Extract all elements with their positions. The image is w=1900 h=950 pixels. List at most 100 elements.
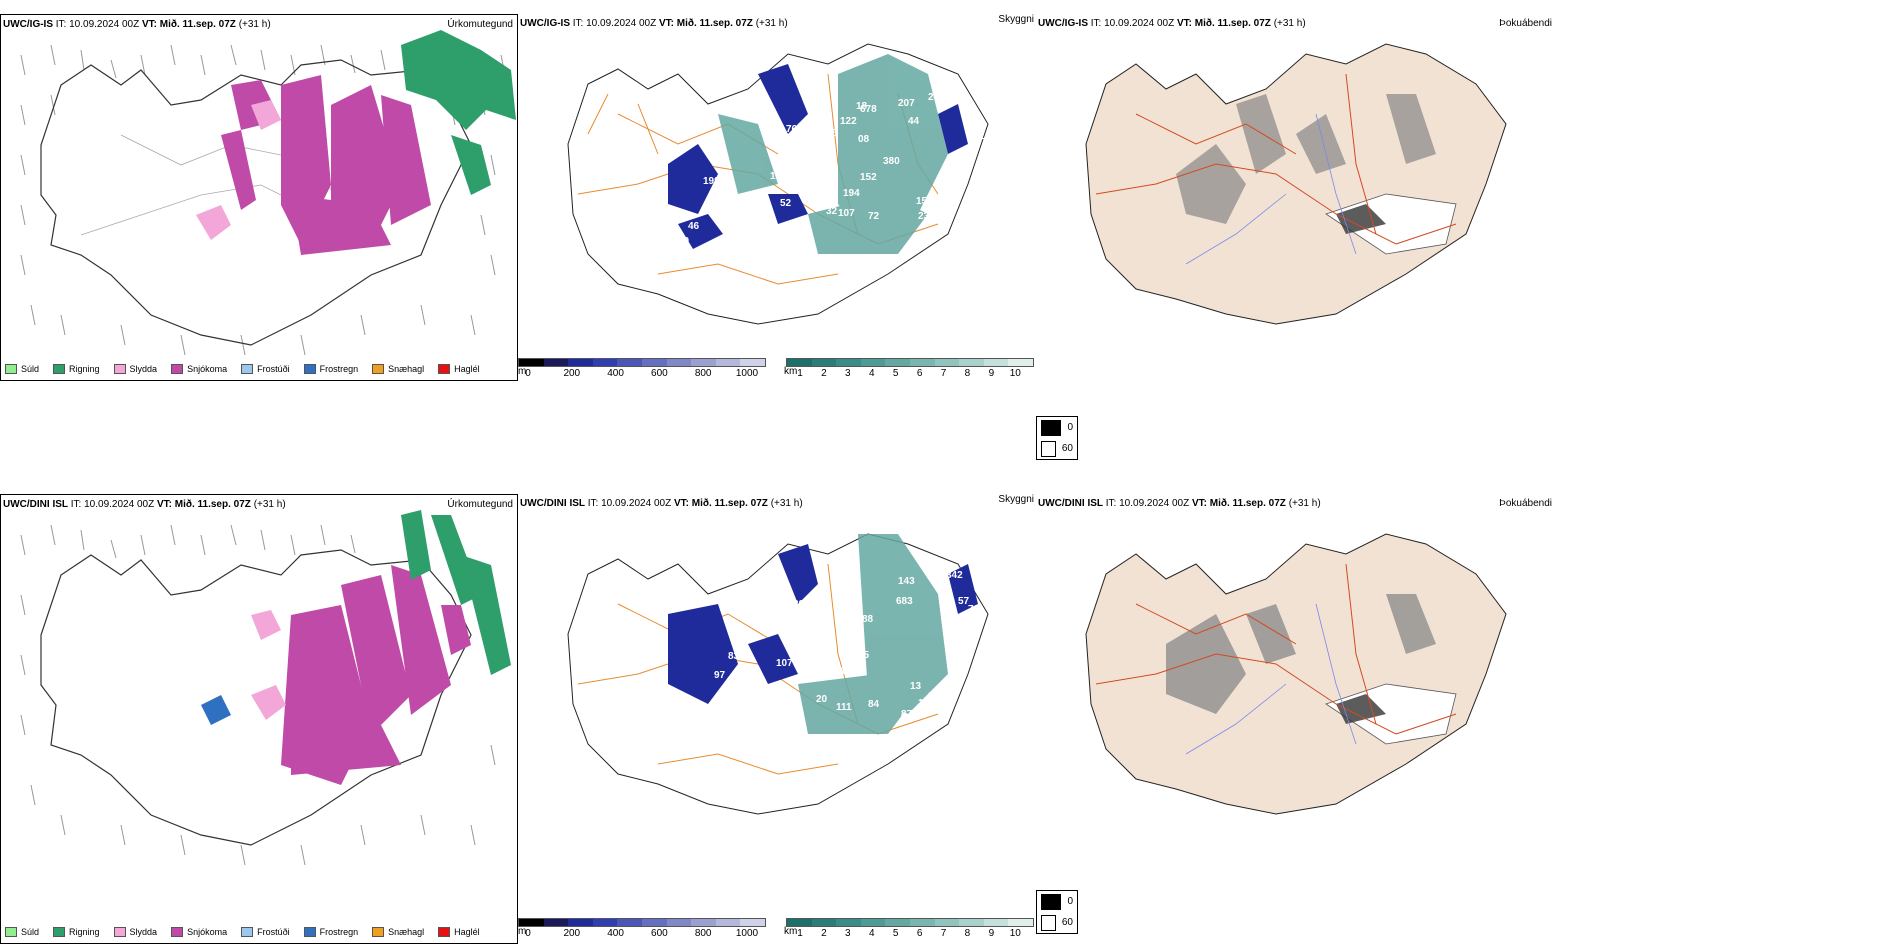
legend-item: Rigning bbox=[53, 364, 100, 374]
legend-item: Frostregn bbox=[303, 364, 358, 374]
cloud-base-label: 112 bbox=[808, 632, 825, 643]
cloud-base-label: 20 bbox=[816, 694, 828, 705]
precip-map-row2 bbox=[20, 510, 511, 866]
legend-item: Slydda bbox=[113, 927, 157, 937]
cloud-base-label: 60 bbox=[678, 236, 690, 247]
precip-legend: Súld Rigning Slydda Snjókoma Frostúði Fr… bbox=[5, 927, 480, 937]
colorbar-tick-label: 4 bbox=[868, 928, 875, 939]
cloud-base-label: 97 bbox=[804, 152, 816, 163]
colorbar-tick-label: 600 bbox=[651, 368, 668, 379]
fog-legend-row1: 0 60 bbox=[1036, 416, 1078, 460]
rain-areas bbox=[401, 30, 516, 195]
cloud-base-label: 30 bbox=[966, 631, 978, 642]
cloud-base-label: 107 bbox=[838, 208, 855, 219]
colorbar-tick-label: 0 bbox=[525, 368, 531, 379]
panel-title: Úrkomutegund bbox=[447, 499, 513, 510]
cloud-base-label: 44 bbox=[908, 116, 920, 127]
legend-item: Slydda bbox=[113, 364, 157, 374]
colorbar-segment bbox=[983, 919, 1009, 926]
colorbar-segment bbox=[983, 359, 1009, 366]
cloud-base-label: 42 bbox=[722, 700, 734, 711]
cloud-base-label: 111 bbox=[836, 702, 852, 713]
colorbar-tick-label: 5 bbox=[892, 368, 899, 379]
colorbar-tick-label: 800 bbox=[694, 928, 712, 939]
cloud-base-areas bbox=[798, 534, 948, 734]
cloud-base-label: 52 bbox=[780, 198, 792, 209]
colorbar-segment bbox=[909, 359, 935, 366]
panel-title: Úrkomutegund bbox=[447, 19, 513, 30]
panel-header: UWC/DINI ISL IT: 10.09.2024 00Z VT: Mið.… bbox=[520, 498, 803, 509]
colorbar-tick-label: 4 bbox=[868, 368, 875, 379]
colorbar-segment bbox=[860, 359, 886, 366]
colorbar-segment bbox=[641, 919, 667, 926]
legend-item: Haglél bbox=[438, 364, 480, 374]
cloud-height-colorbar: m 0 200 400 600 800 1000 bbox=[518, 358, 766, 379]
colorbar-tick-label: 800 bbox=[694, 368, 712, 379]
colorbar-segment bbox=[543, 359, 569, 366]
snow-areas bbox=[281, 565, 471, 785]
cloud-base-label: 13 bbox=[910, 681, 922, 692]
colorbar-tick-label: 600 bbox=[651, 928, 668, 939]
panel-title: Þokuábendi bbox=[1499, 18, 1552, 29]
colorbar-tick-label: 400 bbox=[607, 928, 624, 939]
cloud-base-label: 194 bbox=[843, 188, 860, 199]
colorbar-segment bbox=[715, 919, 741, 926]
cloud-base-label: 32 bbox=[826, 206, 838, 217]
colorbar-segment bbox=[1008, 919, 1033, 926]
colorbar-tick-label: 10 bbox=[1009, 368, 1021, 379]
precip-legend: Súld Rigning Slydda Snjókoma Frostúði Fr… bbox=[5, 364, 480, 374]
panel-title: Skyggni bbox=[998, 494, 1034, 505]
colorbar-tick-label: 9 bbox=[988, 368, 995, 379]
colorbar-segment bbox=[592, 919, 618, 926]
cloud-base-label: 67 bbox=[808, 110, 820, 121]
colorbar-segment bbox=[691, 359, 716, 366]
colorbar-segment bbox=[934, 919, 960, 926]
cloud-base-label: 53 bbox=[744, 306, 756, 317]
colorbar-segment bbox=[568, 359, 593, 366]
panel-title: Skyggni bbox=[998, 14, 1034, 25]
legend-item: Rigning bbox=[53, 927, 100, 937]
panel-title: Þokuábendi bbox=[1499, 498, 1552, 509]
colorbar-tick-label: 3 bbox=[845, 368, 851, 379]
snow-areas bbox=[221, 75, 431, 255]
cloud-base-label: 46 bbox=[688, 221, 700, 232]
legend-item: Frostregn bbox=[303, 927, 358, 937]
fog-panel-row2: UWC/DINI ISL IT: 10.09.2024 00Z VT: Mið.… bbox=[1036, 494, 1556, 944]
legend-item: Snjókoma bbox=[171, 364, 227, 374]
cloud-base-label: 57 bbox=[958, 596, 970, 607]
cloud-base-label: 85 bbox=[858, 650, 870, 661]
colorbar-segment bbox=[715, 359, 741, 366]
precip-type-panel-row2: UWC/DINI ISL IT: 10.09.2024 00Z VT: Mið.… bbox=[0, 494, 518, 944]
colorbar-segment bbox=[641, 359, 667, 366]
colorbar-segment bbox=[740, 919, 765, 926]
colorbar-segment bbox=[787, 919, 812, 926]
colorbar-tick-label: 400 bbox=[607, 368, 624, 379]
legend-item: Súld bbox=[5, 927, 39, 937]
colorbar-segment bbox=[811, 359, 837, 366]
colorbar-tick-label: 2 bbox=[821, 928, 827, 939]
colorbar-segment bbox=[787, 359, 812, 366]
colorbar-tick-label: 1 bbox=[797, 368, 803, 379]
colorbar-tick-label: 5 bbox=[892, 928, 899, 939]
cloud-base-label: 107 bbox=[776, 658, 793, 669]
legend-item: Frostúði bbox=[241, 927, 290, 937]
colorbar-tick-label: 6 bbox=[916, 368, 923, 379]
colorbar-tick-label: 8 bbox=[964, 368, 971, 379]
colorbar-tick-label: 6 bbox=[916, 928, 923, 939]
cloud-base-label: 163 bbox=[840, 666, 857, 677]
colorbar-segment bbox=[519, 919, 544, 926]
cloud-base-label: 240 bbox=[928, 92, 945, 103]
colorbar-tick-label: 7 bbox=[940, 368, 947, 379]
visibility-panel-row1: 199 53 76 56 46 60 52 160 106 97 76 98 67 86 78 122 18 67… bbox=[518, 14, 1036, 381]
visibility-panel-row2: 83 97 64 42 64 54 107 82 20 112 143 342 683 57 88 76 30 8… bbox=[518, 494, 1036, 944]
colorbar-segment bbox=[909, 919, 935, 926]
precip-type-panel-row1: UWC/IG-IS IT: 10.09.2024 00Z VT: Mið. 11… bbox=[0, 14, 518, 381]
cloud-base-label: 678 bbox=[860, 104, 877, 115]
cloud-base-label: 64 bbox=[737, 686, 749, 697]
colorbar-segment bbox=[885, 359, 910, 366]
cloud-base-label: 64 bbox=[763, 704, 775, 715]
legend-item: Súld bbox=[5, 364, 39, 374]
colorbar-segment bbox=[885, 919, 910, 926]
colorbar-segment bbox=[666, 359, 692, 366]
